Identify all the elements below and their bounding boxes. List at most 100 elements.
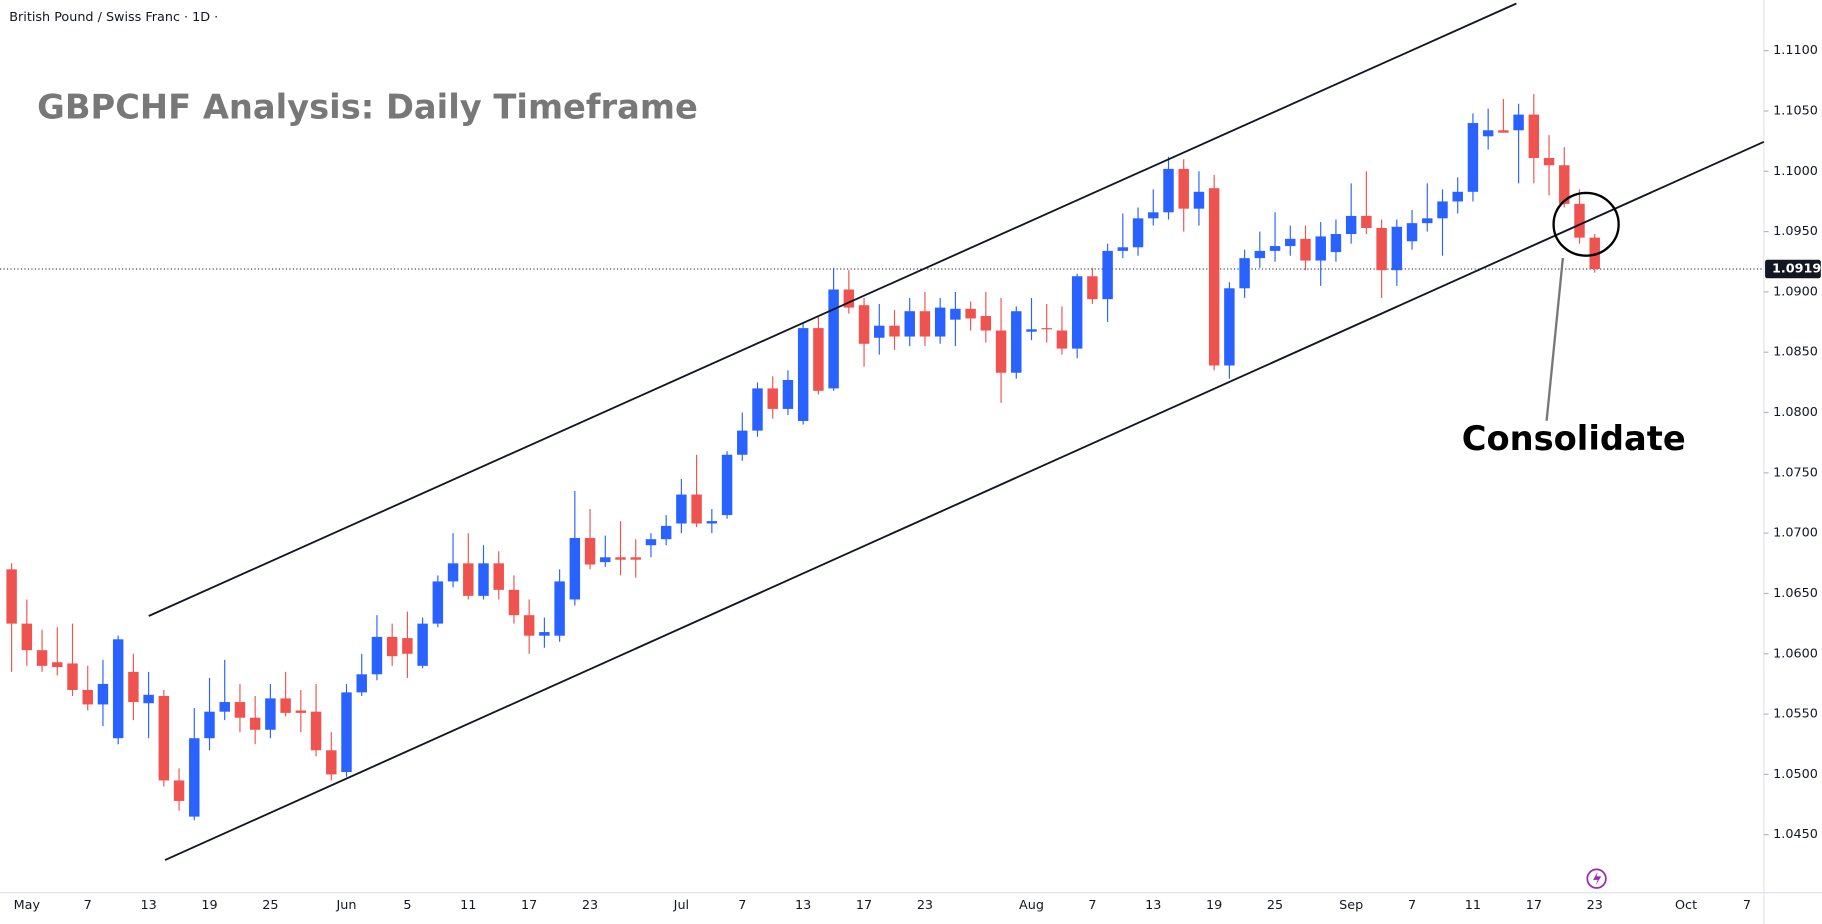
candle-body <box>797 328 809 421</box>
x-tick-label: 13 <box>140 898 156 913</box>
alert-icon-bolt <box>1593 871 1602 886</box>
candle-body <box>1559 165 1570 204</box>
candle-body <box>280 698 291 713</box>
candle-body <box>1178 168 1189 209</box>
candle-body <box>1467 123 1479 192</box>
candle-body <box>1330 234 1342 253</box>
candle-body <box>265 698 276 730</box>
candle-body <box>645 539 657 546</box>
candle-body <box>143 694 154 704</box>
x-tick-label: 19 <box>1206 898 1222 913</box>
candle-body <box>874 325 885 338</box>
candle-body <box>493 563 504 590</box>
candle-body <box>249 717 261 730</box>
y-tick-label: 1.0800 <box>1773 405 1818 420</box>
x-tick-label: Jun <box>336 898 357 913</box>
x-tick-label: 23 <box>1587 898 1603 913</box>
x-tick-label: 17 <box>1526 898 1542 913</box>
candle-body <box>1315 236 1326 261</box>
candle-body <box>721 454 733 516</box>
candle-body <box>919 311 931 337</box>
alert-icon-circle <box>1586 868 1607 889</box>
x-tick-label: 17 <box>521 898 537 913</box>
candle-body <box>889 325 900 337</box>
x-tick-label: 7 <box>1408 898 1416 913</box>
candle-body <box>1071 276 1083 349</box>
candle-body <box>295 710 307 713</box>
highlight-circle <box>1552 191 1620 257</box>
x-tick-label: 7 <box>84 898 92 913</box>
y-tick-label: 1.0450 <box>1773 827 1818 842</box>
candle-body <box>934 307 946 337</box>
candle-body <box>1087 276 1098 300</box>
y-tick-label: 1.0500 <box>1773 767 1818 782</box>
y-tick-label: 1.0750 <box>1773 465 1818 480</box>
x-tick-label: 23 <box>917 898 933 913</box>
candle-body <box>1574 203 1585 238</box>
candle-body <box>447 563 459 582</box>
candle-body <box>828 289 839 389</box>
candle-body <box>341 692 352 772</box>
upper-channel-line <box>148 2 1517 617</box>
candle-body <box>904 311 915 337</box>
candle-body <box>1026 329 1037 332</box>
candle-body <box>67 663 78 690</box>
candle-body <box>676 494 687 524</box>
x-tick-label: May <box>14 898 41 913</box>
x-tick-label: 7 <box>1088 898 1096 913</box>
x-tick-label: Oct <box>1675 898 1697 913</box>
candle-body <box>386 636 398 657</box>
candle-body <box>843 289 855 308</box>
candle-body <box>1300 238 1311 261</box>
x-tick-label: 13 <box>795 898 811 913</box>
candle-body <box>173 780 185 801</box>
x-tick-label: Sep <box>1339 898 1363 913</box>
chart-title: GBPCHF Analysis: Daily Timeframe <box>37 88 698 127</box>
candle-body <box>1239 258 1250 289</box>
candle-body <box>1132 218 1144 248</box>
candle-body <box>1498 130 1509 133</box>
candle-body <box>660 525 672 540</box>
y-tick-label: 1.0600 <box>1773 646 1818 661</box>
y-tick-label: 1.1100 <box>1773 43 1818 58</box>
candle-body <box>1208 188 1220 366</box>
candle-body <box>1224 288 1235 366</box>
candle-body <box>234 702 246 718</box>
x-tick-label: Aug <box>1019 898 1044 913</box>
annotation-pointer <box>1545 257 1565 421</box>
alert-icon <box>1586 868 1607 889</box>
x-tick-label: 13 <box>1145 898 1161 913</box>
x-tick-label: 5 <box>403 898 411 913</box>
candle-body <box>600 557 611 563</box>
y-tick-label: 1.1000 <box>1773 164 1818 179</box>
candle-body <box>1422 218 1433 224</box>
candle-body <box>569 537 581 600</box>
candle-body <box>737 430 748 455</box>
candle-body <box>1041 328 1052 330</box>
candle-body <box>1148 212 1159 219</box>
candle-body <box>1285 238 1296 247</box>
x-tick-label: 7 <box>738 898 746 913</box>
candle-body <box>371 636 383 675</box>
candle-body <box>36 650 48 666</box>
candle-body <box>310 711 322 751</box>
candle-body <box>1376 227 1387 271</box>
candle-body <box>204 711 215 739</box>
candle-body <box>1102 250 1113 300</box>
y-tick-label: 1.0900 <box>1773 284 1818 299</box>
candle-body <box>1345 215 1357 235</box>
candle-body <box>1406 223 1418 242</box>
x-tick-label: 19 <box>201 898 217 913</box>
candle-body <box>630 557 641 560</box>
candle-body <box>356 674 367 693</box>
x-tick-label: 11 <box>460 898 476 913</box>
candle-body <box>1056 330 1068 349</box>
candle-body <box>706 521 718 524</box>
candle-body <box>767 388 778 409</box>
annotation: Consolidate <box>1462 419 1686 458</box>
candle-body <box>1513 114 1524 131</box>
candle-body <box>52 662 63 668</box>
candle-body <box>417 623 428 666</box>
